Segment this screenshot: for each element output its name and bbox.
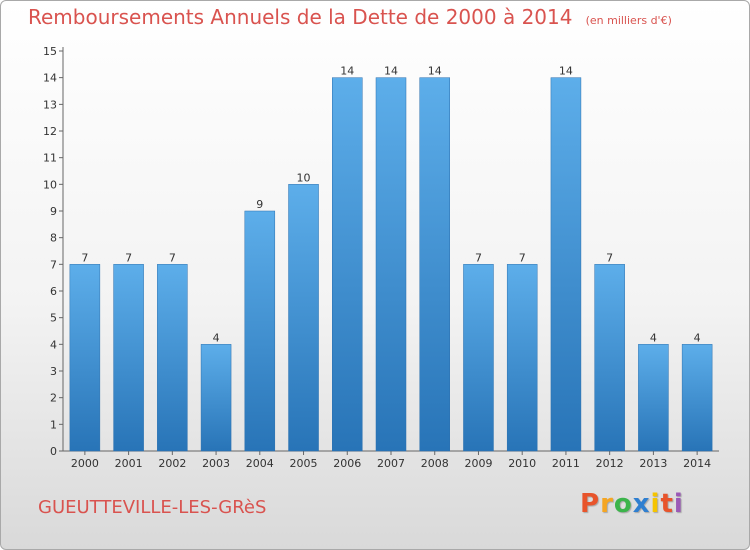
x-tick-label: 2014: [683, 457, 711, 470]
x-tick-label: 2009: [464, 457, 492, 470]
y-tick-label: 0: [50, 445, 57, 458]
x-tick-label: 2002: [158, 457, 186, 470]
x-tick-label: 2008: [421, 457, 449, 470]
value-label: 14: [559, 65, 573, 78]
bar: [681, 344, 713, 452]
value-label: 7: [475, 251, 482, 264]
value-labels: 7 7 7 4 9 10 14 14 14 7 7 14 7 4 4: [81, 65, 700, 345]
bar: [638, 344, 669, 452]
value-label: 7: [606, 251, 613, 264]
x-tick-label: 2007: [377, 457, 405, 470]
chart-subtitle: (en milliers d'€): [585, 14, 672, 27]
value-label: 14: [340, 65, 354, 78]
y-tick-label: 8: [50, 232, 57, 245]
value-label: 4: [213, 331, 220, 344]
x-tick-label: 2004: [246, 457, 274, 470]
y-tick-label: 7: [50, 258, 57, 271]
logo-letter: r: [600, 489, 614, 519]
x-tick-label: 2001: [115, 457, 143, 470]
bar: [200, 344, 232, 452]
value-label: 10: [297, 171, 311, 184]
x-tick-label: 2006: [333, 457, 361, 470]
bar: [332, 77, 363, 452]
y-tick-label: 4: [50, 338, 57, 351]
logo-letter: i: [673, 489, 684, 519]
bar: [419, 77, 450, 452]
value-label: 4: [694, 331, 701, 344]
y-tick-label: 1: [50, 418, 57, 431]
x-tick-label: 2010: [508, 457, 536, 470]
bar: [288, 184, 319, 452]
y-tick-label: 14: [43, 72, 57, 85]
chart-title: Remboursements Annuels de la Dette de 20…: [28, 5, 573, 29]
bar: [244, 210, 276, 452]
x-tick-label: 2012: [596, 457, 624, 470]
y-tick-label: 5: [50, 312, 57, 325]
x-tick-label: 2003: [202, 457, 230, 470]
logo-letter: x: [632, 489, 651, 519]
bar: [594, 264, 625, 452]
value-label: 14: [384, 65, 398, 78]
y-tick-label: 2: [50, 392, 57, 405]
y-tick-label: 11: [43, 152, 57, 165]
y-tick-label: 15: [43, 45, 57, 58]
y-tick-label: 12: [43, 125, 57, 138]
bar: [506, 264, 538, 452]
x-tick-label: 2000: [71, 457, 99, 470]
x-tick-label: 2013: [639, 457, 667, 470]
logo-letter: o: [613, 489, 633, 519]
value-label: 7: [125, 251, 132, 264]
y-tick-label: 13: [43, 98, 57, 111]
value-label: 9: [256, 198, 263, 211]
y-tick-label: 6: [50, 285, 57, 298]
logo-letter: t: [660, 489, 674, 519]
x-tick-label: 2005: [290, 457, 318, 470]
value-label: 4: [650, 331, 657, 344]
y-tick-label: 9: [50, 205, 57, 218]
value-label: 7: [519, 251, 526, 264]
value-label: 14: [428, 65, 442, 78]
bar: [69, 264, 101, 452]
bar: [157, 264, 188, 452]
value-label: 7: [81, 251, 88, 264]
bar: [375, 77, 407, 452]
bar: [113, 264, 144, 452]
location-name: GUEUTTEVILLE-LES-GRèS: [38, 497, 267, 518]
bar: [463, 264, 494, 452]
value-label: 7: [169, 251, 176, 264]
bars: [69, 77, 713, 452]
logo-letter: P: [580, 489, 601, 519]
y-tick-label: 10: [43, 178, 57, 191]
logo-letter: i: [650, 489, 661, 519]
title-row: Remboursements Annuels de la Dette de 20…: [28, 5, 672, 29]
proxiti-logo: Proxiti: [580, 489, 684, 519]
x-tick-label: 2011: [552, 457, 580, 470]
y-tick-label: 3: [50, 365, 57, 378]
bar: [550, 77, 582, 452]
